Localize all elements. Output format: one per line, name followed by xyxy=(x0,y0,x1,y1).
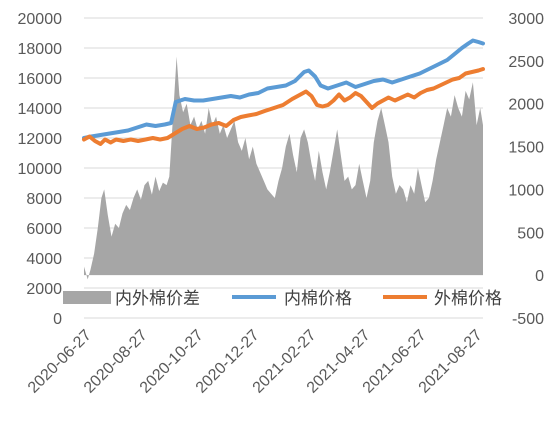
right-tick-label: 2000 xyxy=(508,97,544,114)
left-tick-label: 4000 xyxy=(26,251,62,268)
right-tick-label: 2500 xyxy=(508,54,544,71)
left-tick-label: 20000 xyxy=(18,11,63,28)
right-tick-label: 3000 xyxy=(508,11,544,28)
right-tick-label: -500 xyxy=(512,311,544,328)
series-line-domestic xyxy=(82,38,485,140)
left-tick-label: 2000 xyxy=(26,281,62,298)
right-tick-label: 1000 xyxy=(508,182,544,199)
legend-label-foreign: 外棉价格 xyxy=(434,289,502,309)
left-tick-label: 16000 xyxy=(18,71,63,88)
left-tick-label: 6000 xyxy=(26,221,62,238)
series-line-foreign xyxy=(82,67,485,146)
left-tick-label: 14000 xyxy=(18,101,63,118)
series-area-price-spread xyxy=(84,56,483,280)
legend-label-domestic: 内棉价格 xyxy=(284,289,352,309)
x-axis-ticks: 2020-06-272020-08-272020-10-272020-12-27… xyxy=(25,327,486,397)
left-tick-label: 18000 xyxy=(18,41,63,58)
left-axis-ticks: 0 2000 4000 6000 8000 10000 12000 14000 16000 180… xyxy=(18,11,63,328)
right-tick-label: 500 xyxy=(517,225,544,242)
price-lines xyxy=(82,38,485,146)
right-tick-label: 1500 xyxy=(508,140,544,157)
legend-label-spread: 内外棉价差 xyxy=(115,289,200,309)
left-tick-label: 12000 xyxy=(18,131,63,148)
right-tick-label: 0 xyxy=(535,268,544,285)
legend-swatch-spread xyxy=(63,291,111,304)
left-tick-label: 8000 xyxy=(26,191,62,208)
left-tick-label: 10000 xyxy=(18,161,63,178)
left-tick-label: 0 xyxy=(53,311,62,328)
legend: 内外棉价差 内棉价格 外棉价格 xyxy=(63,289,502,309)
right-axis-ticks: -500 0 500 1000 1500 2000 2500 3000 xyxy=(508,11,544,328)
price-spread-area xyxy=(84,56,483,280)
